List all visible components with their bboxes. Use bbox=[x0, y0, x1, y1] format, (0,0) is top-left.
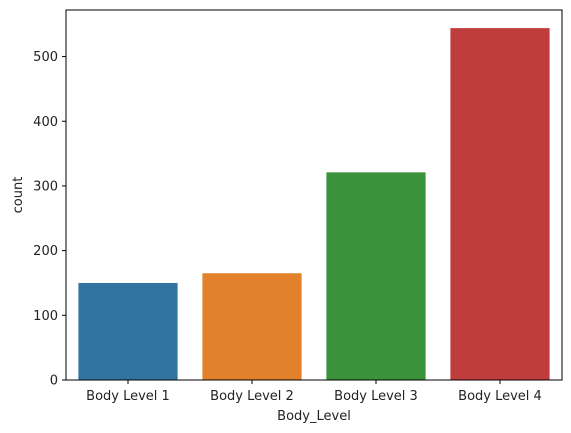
y-axis-label: count bbox=[11, 177, 26, 214]
y-tick-label: 300 bbox=[33, 179, 58, 194]
y-tick-label: 500 bbox=[33, 50, 58, 65]
bar-body-level-2 bbox=[202, 273, 302, 380]
bar-body-level-3 bbox=[326, 172, 426, 380]
bar-body-level-4 bbox=[450, 28, 550, 381]
y-tick-label: 400 bbox=[33, 115, 58, 130]
y-tick-label: 0 bbox=[50, 374, 58, 389]
y-axis: 0 100 200 300 400 500 bbox=[33, 50, 66, 389]
y-tick-label: 100 bbox=[33, 309, 58, 324]
x-tick-label: Body Level 3 bbox=[334, 389, 418, 404]
x-axis-label: Body_Level bbox=[277, 409, 351, 424]
y-tick-label: 200 bbox=[33, 244, 58, 259]
x-tick-label: Body Level 4 bbox=[458, 389, 542, 404]
x-tick-label: Body Level 1 bbox=[86, 389, 170, 404]
x-axis: Body Level 1 Body Level 2 Body Level 3 Body… bbox=[86, 380, 542, 404]
x-tick-label: Body Level 2 bbox=[210, 389, 294, 404]
plot-frame bbox=[65, 9, 563, 381]
bars-group bbox=[78, 28, 550, 381]
bar-body-level-1 bbox=[78, 282, 178, 380]
